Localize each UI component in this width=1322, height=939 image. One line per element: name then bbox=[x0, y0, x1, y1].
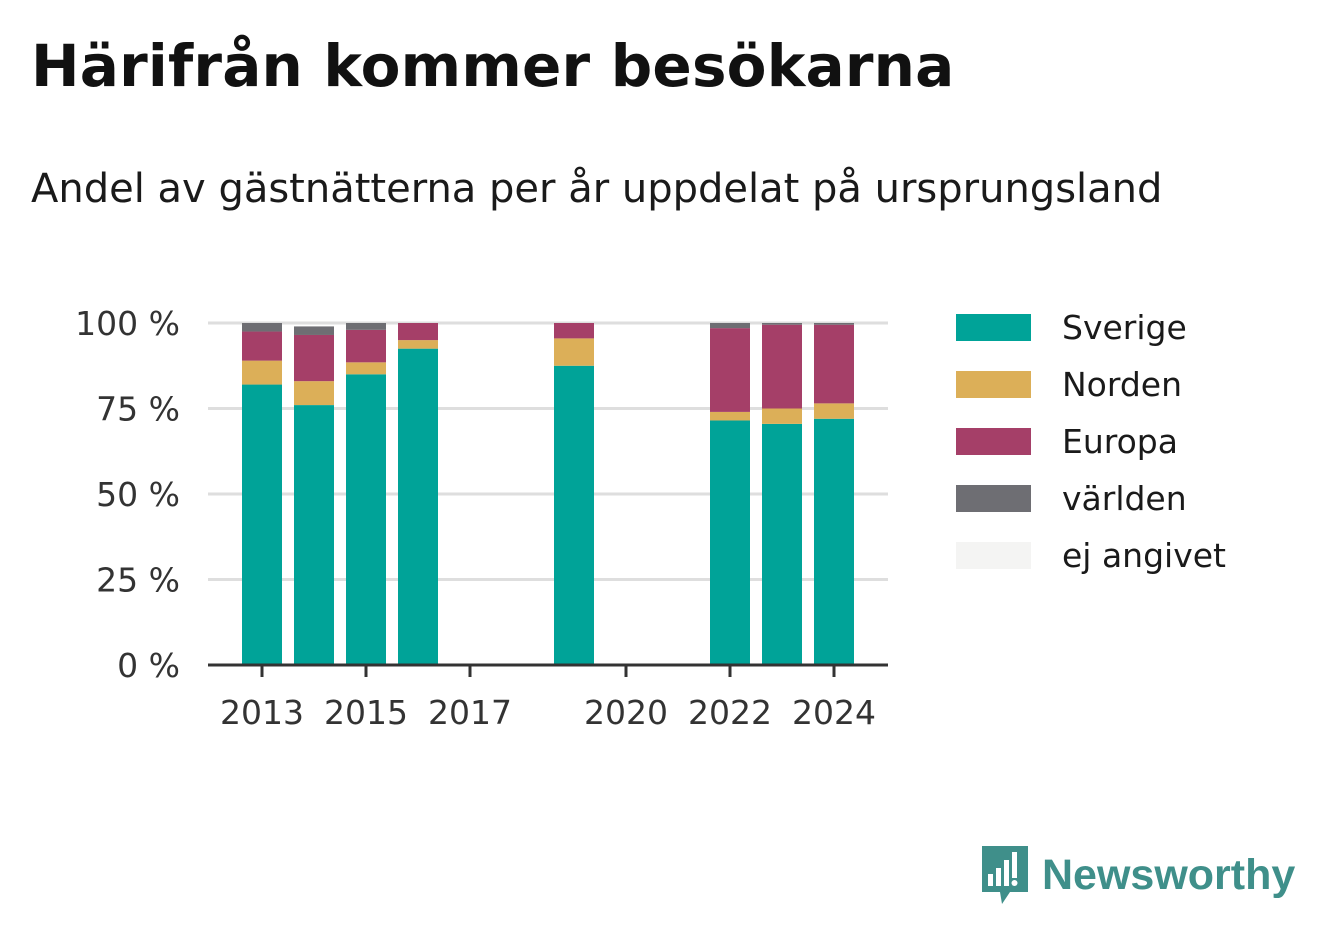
bar-segment bbox=[294, 405, 334, 665]
bar-segment bbox=[710, 328, 750, 412]
chart-subtitle: Andel av gästnätterna per år uppdelat på… bbox=[31, 166, 1163, 212]
bar-segment bbox=[242, 331, 282, 361]
bar-segment bbox=[554, 365, 594, 665]
y-tick-label: 0 % bbox=[117, 646, 180, 685]
bar-segment bbox=[242, 384, 282, 665]
legend-swatch bbox=[956, 542, 1031, 569]
bar-segment bbox=[762, 324, 802, 409]
bar-segment bbox=[398, 323, 438, 341]
legend-label: Norden bbox=[1062, 365, 1182, 404]
newsworthy-logo: Newsworthy bbox=[980, 846, 1295, 904]
legend-label: Europa bbox=[1062, 422, 1178, 461]
legend-swatch bbox=[956, 314, 1031, 341]
bar-segment bbox=[814, 418, 854, 665]
bar-segment bbox=[346, 323, 386, 330]
x-tick-label: 2020 bbox=[584, 693, 668, 732]
bar-segment bbox=[710, 323, 750, 329]
x-tick-label: 2017 bbox=[428, 693, 512, 732]
bar-segment bbox=[398, 340, 438, 349]
bar-segment bbox=[398, 348, 438, 665]
bar-stacks bbox=[242, 323, 854, 665]
y-tick-label: 25 % bbox=[96, 561, 180, 600]
x-tick-label: 2015 bbox=[324, 693, 408, 732]
bar-segment bbox=[554, 323, 594, 339]
legend-swatch bbox=[956, 371, 1031, 398]
x-tick-label: 2024 bbox=[792, 693, 876, 732]
bar-segment bbox=[814, 403, 854, 419]
bar-segment bbox=[242, 360, 282, 385]
bar-segment bbox=[346, 362, 386, 375]
bar-segment bbox=[762, 423, 802, 665]
bar-segment bbox=[294, 326, 334, 335]
y-tick-label: 75 % bbox=[96, 390, 180, 429]
bar-segment bbox=[814, 324, 854, 404]
y-tick-label: 100 % bbox=[75, 304, 180, 343]
x-tick-label: 2013 bbox=[220, 693, 304, 732]
bar-segment bbox=[762, 408, 802, 424]
bar-segment bbox=[762, 323, 802, 325]
bar-segment bbox=[554, 338, 594, 366]
brand-name: Newsworthy bbox=[1042, 850, 1296, 899]
y-tick-label: 50 % bbox=[96, 475, 180, 514]
bar-chart-speech-bubble-icon bbox=[982, 846, 1028, 904]
x-tick-label: 2022 bbox=[688, 693, 772, 732]
bar-segment bbox=[814, 323, 854, 325]
legend: Sverige Norden Europa världen ej angivet bbox=[956, 308, 1226, 575]
bar-segment bbox=[710, 411, 750, 421]
legend-label: världen bbox=[1062, 479, 1187, 518]
legend-swatch bbox=[956, 485, 1031, 512]
legend-label: Sverige bbox=[1062, 308, 1187, 347]
legend-label: ej angivet bbox=[1062, 536, 1226, 575]
bar-segment bbox=[294, 334, 334, 382]
bar-segment bbox=[242, 323, 282, 332]
chart-title: Härifrån kommer besökarna bbox=[31, 32, 955, 100]
bar-segment bbox=[346, 374, 386, 665]
bar-segment bbox=[710, 420, 750, 665]
bar-segment bbox=[294, 381, 334, 406]
bar-segment bbox=[346, 329, 386, 363]
legend-swatch bbox=[956, 428, 1031, 455]
axes: 0 % 25 % 50 % 75 % 100 % 2013 2015 2017 2020 2022… bbox=[75, 304, 888, 732]
